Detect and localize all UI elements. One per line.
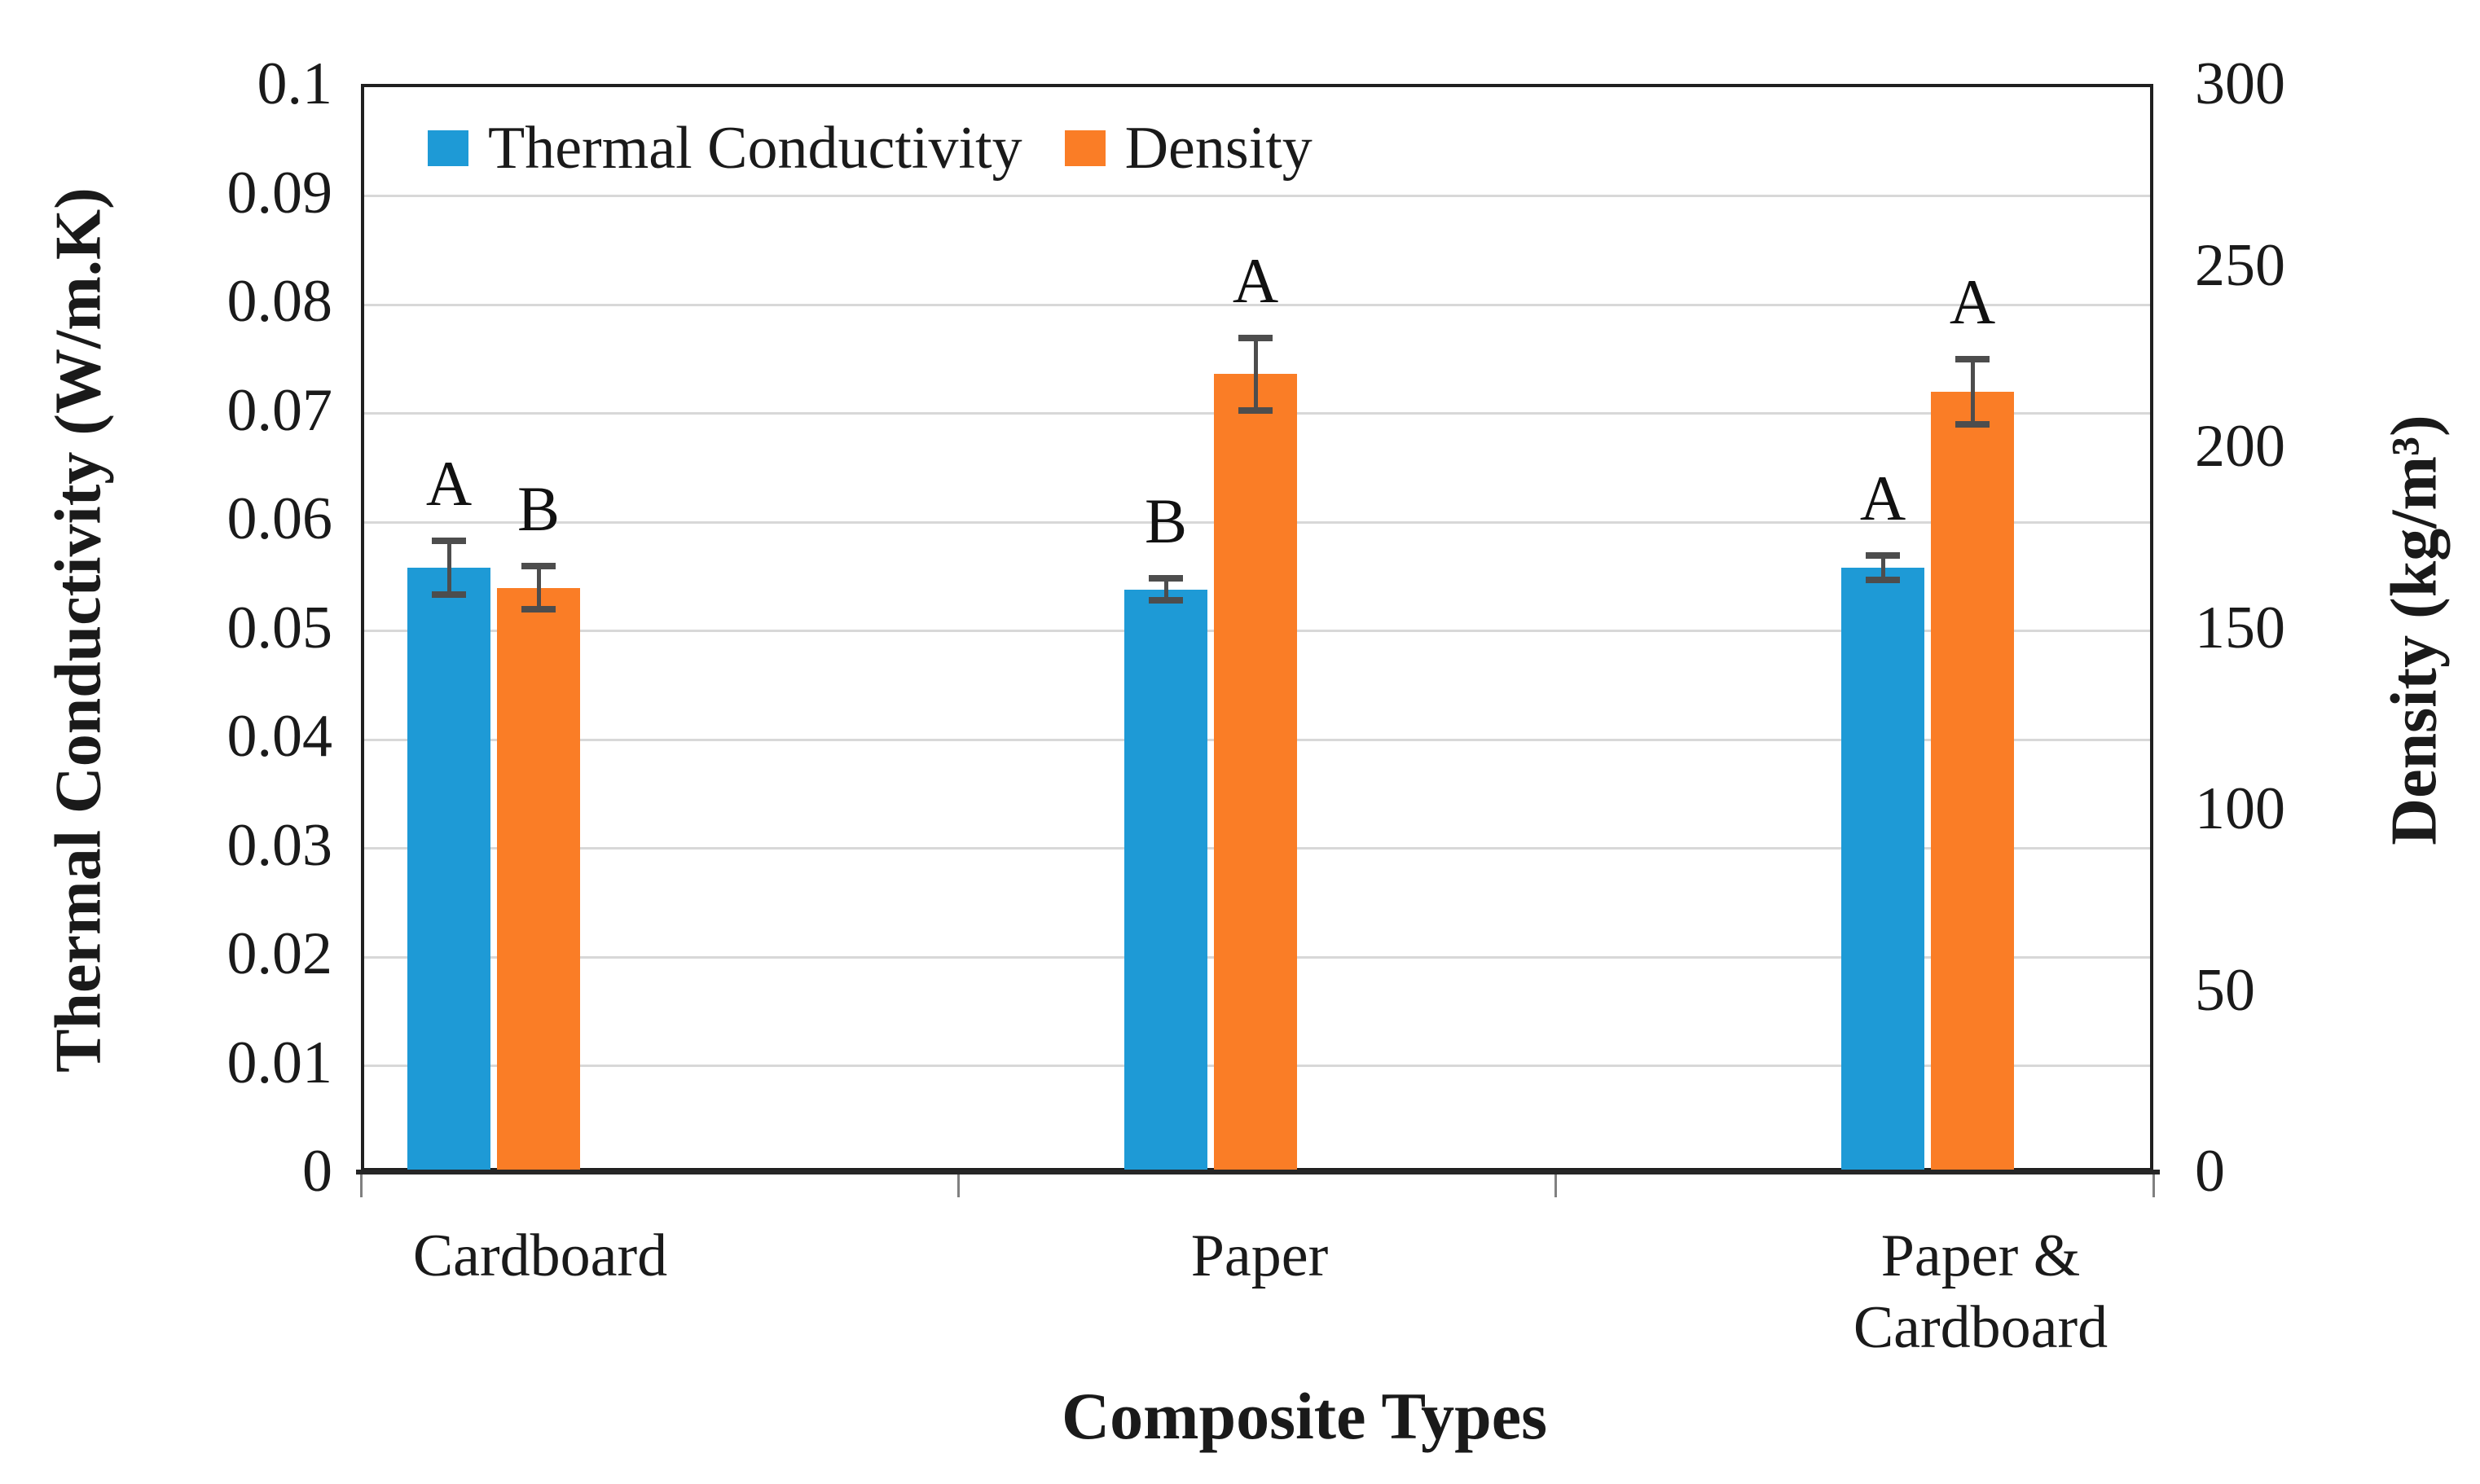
error-bar: [536, 565, 541, 610]
significance-letter: A: [1232, 244, 1279, 316]
error-bar-cap: [1149, 597, 1183, 604]
category-boundary-tick: [359, 1174, 363, 1197]
left-axis-tick-label: 0.06: [226, 485, 333, 552]
error-bar-cap: [432, 537, 466, 544]
error-bar: [1970, 359, 1975, 425]
legend-swatch-icon: [428, 130, 468, 166]
category-boundary-tick: [1554, 1174, 1558, 1197]
error-bar-cap: [1866, 552, 1900, 560]
bar-thermal-conductivity-paper: [1124, 589, 1207, 1171]
legend-item: Thermal Conductivity: [428, 112, 1022, 184]
left-axis-tick-label: 0: [302, 1138, 332, 1205]
right-axis-tick-label: 300: [2195, 50, 2285, 117]
x-axis-line: [356, 1170, 2160, 1174]
gridline: [364, 303, 2150, 306]
gridline: [364, 195, 2150, 197]
right-axis-tick-label: 200: [2195, 413, 2285, 480]
significance-letter: B: [517, 472, 561, 544]
category-boundary-tick: [956, 1174, 960, 1197]
significance-letter: A: [425, 447, 473, 519]
bar-thermal-conductivity-paper-cardboard: [1841, 568, 1924, 1171]
category-label: Cardboard: [412, 1223, 668, 1289]
error-bar: [1163, 578, 1168, 601]
bar-density-cardboard: [497, 587, 580, 1171]
error-bar-cap: [1238, 406, 1273, 414]
legend-label: Density: [1124, 115, 1313, 182]
error-bar: [1880, 555, 1885, 580]
error-bar-cap: [521, 562, 556, 569]
left-axis-tick-label: 0.04: [226, 703, 333, 770]
legend-swatch-icon: [1064, 130, 1106, 166]
error-bar-cap: [432, 591, 466, 599]
left-axis-tick-label: 0.07: [226, 376, 333, 444]
error-bar-cap: [1149, 575, 1183, 582]
significance-letter: A: [1949, 266, 1996, 338]
error-bar-cap: [1238, 334, 1273, 341]
error-bar-cap: [1955, 356, 1990, 363]
error-bar: [1253, 337, 1258, 411]
category-label: Paper: [1190, 1223, 1329, 1289]
bar-thermal-conductivity-cardboard: [407, 568, 490, 1171]
error-bar: [446, 540, 451, 595]
legend-label: Thermal Conductivity: [488, 115, 1022, 182]
right-axis-tick-label: 50: [2195, 956, 2255, 1024]
left-axis-tick-label: 0.03: [226, 811, 333, 879]
legend: Thermal Conductivity Density: [428, 112, 1355, 184]
right-axis-tick-label: 250: [2195, 231, 2285, 299]
right-axis-tick-label: 150: [2195, 594, 2285, 661]
significance-letter: A: [1859, 463, 1906, 534]
significance-letter: B: [1144, 485, 1188, 557]
legend-item: Density: [1064, 112, 1313, 184]
left-axis-tick-label: 0.09: [226, 159, 333, 226]
category-label: Paper & Cardboard: [1853, 1223, 2108, 1361]
error-bar-cap: [1955, 421, 1990, 428]
error-bar-cap: [521, 606, 556, 613]
left-axis-tick-label: 0.08: [226, 268, 333, 335]
right-axis-tick-label: 0: [2195, 1138, 2225, 1205]
left-axis-tick-label: 0.05: [226, 594, 333, 661]
category-boundary-tick: [2152, 1174, 2155, 1197]
bar-density-paper-cardboard: [1931, 392, 2014, 1171]
bar-density-paper: [1214, 374, 1297, 1171]
left-axis-tick-label: 0.02: [226, 920, 333, 987]
right-axis-tick-label: 100: [2195, 775, 2285, 842]
x-axis-title: Composite Types: [1061, 1379, 1548, 1453]
left-axis-tick-label: 0.01: [226, 1029, 333, 1096]
error-bar-cap: [1866, 576, 1900, 583]
left-axis-tick-label: 0.1: [257, 50, 333, 117]
